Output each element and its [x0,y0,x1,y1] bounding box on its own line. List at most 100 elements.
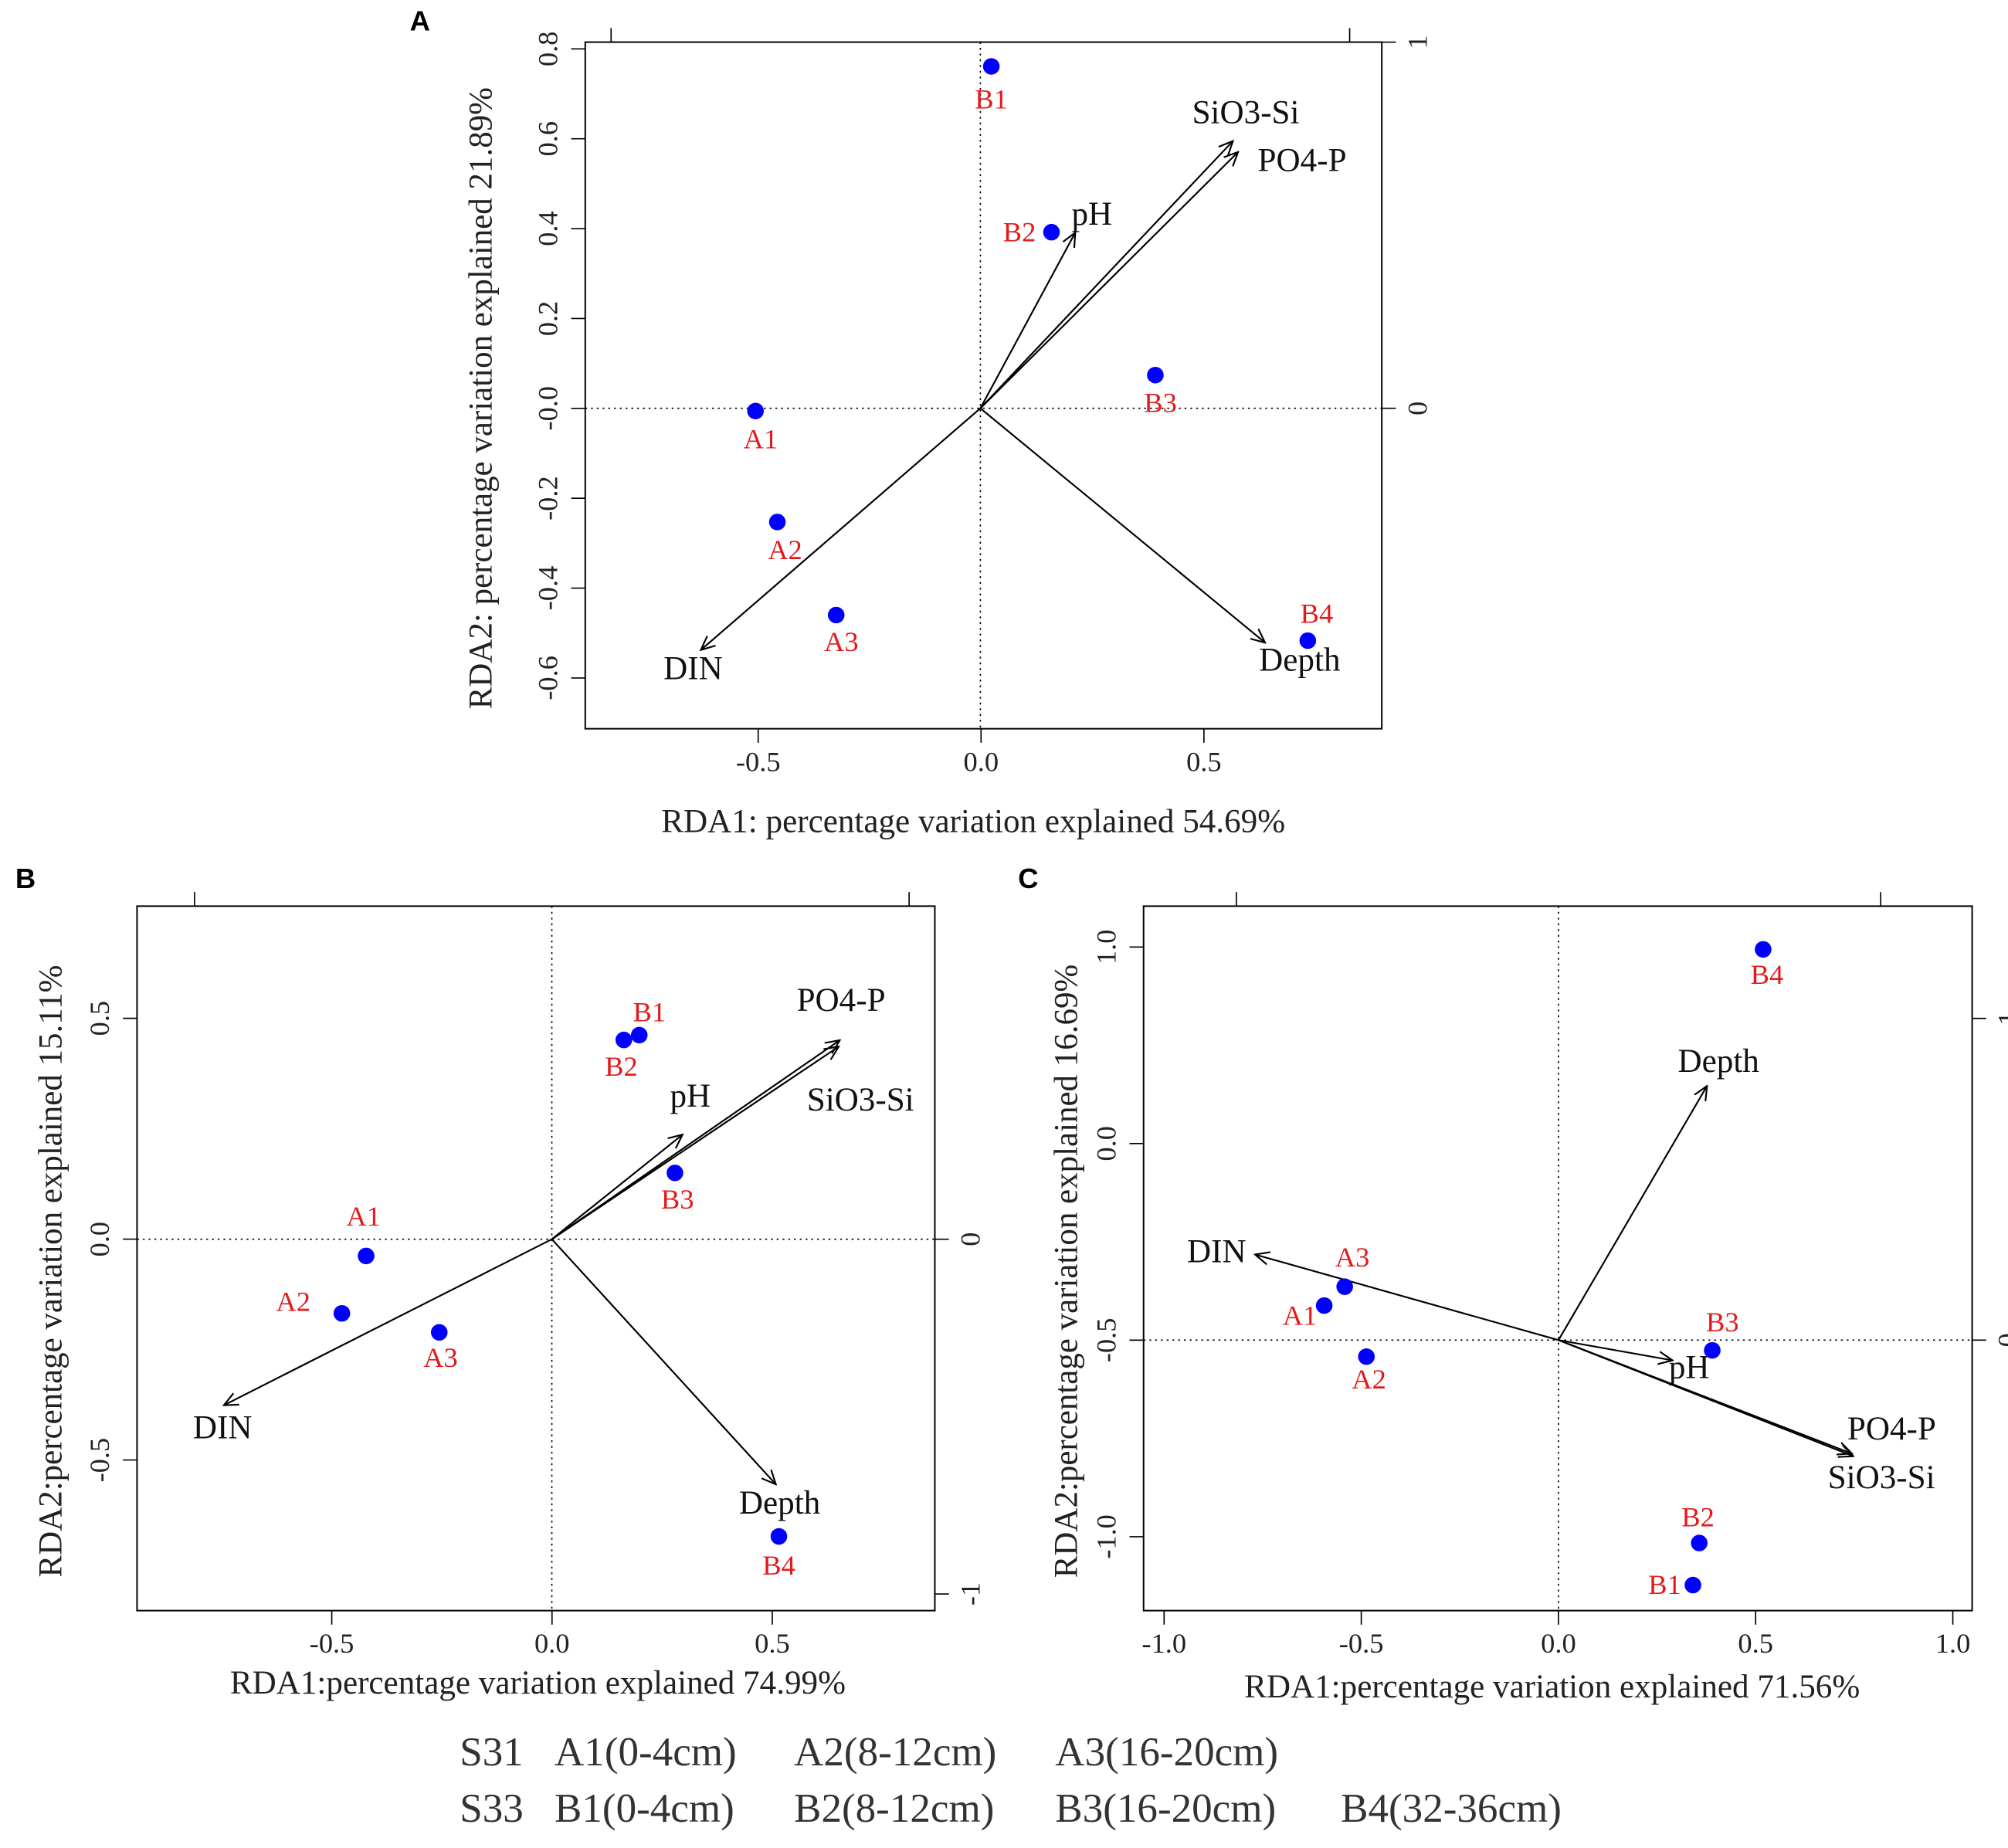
y-tick-label: -0.5 [1090,1318,1121,1363]
site-point [1299,632,1317,649]
site-point [1755,941,1772,958]
arrow-label: pH [670,1078,711,1114]
site-label: A2 [768,534,802,565]
site-point [827,606,845,624]
site-label: B1 [975,84,1008,115]
site-label: B2 [1003,216,1036,247]
env-arrow [1558,1339,1673,1360]
site-point [1358,1348,1375,1365]
x-axis-label: RDA1:percentage variation explained 74.9… [230,1665,846,1701]
x-axis-label: RDA1:percentage variation explained 71.5… [1244,1669,1860,1705]
site-point [358,1247,375,1265]
arrow-label: PO4-P [1258,143,1347,179]
arrow-label: DIN [193,1410,253,1446]
site-label: B4 [1301,598,1334,629]
site-label: A2 [276,1287,310,1317]
y-tick-label: -1.0 [1090,1514,1121,1559]
site-label: A3 [423,1342,458,1373]
right-tick-label: -1 [955,1582,986,1606]
arrow-label: pH [1072,196,1113,232]
env-arrow [551,1134,683,1240]
arrow-label: PO4-P [1847,1411,1936,1447]
site-label: B2 [1681,1502,1715,1533]
footnote-item: B4(32-36cm) [1341,1786,1562,1831]
site-label: B1 [1648,1569,1681,1600]
panel-letter: B [15,863,36,894]
right-tick-label: 0 [1402,402,1433,415]
y-tick-label: 0.2 [532,301,563,336]
footnote-item: A3(16-20cm) [1055,1730,1278,1775]
y-tick-label: 0.8 [532,32,563,66]
footnote-item: B3(16-20cm) [1055,1786,1276,1831]
arrow-label: Depth [1678,1043,1759,1080]
arrow-label: SiO3-Si [1192,94,1300,131]
panel-letter: A [410,5,430,36]
arrow-label: SiO3-Si [1828,1460,1935,1496]
site-point [747,402,765,420]
footnote-item: B2(8-12cm) [794,1786,994,1831]
x-tick-label: 0.0 [963,746,999,777]
site-point [1684,1576,1701,1594]
plot-frame [584,41,1383,730]
site-label: B3 [661,1184,694,1215]
site-point [768,514,786,531]
footnote-item: B1(0-4cm) [555,1786,734,1831]
right-tick-label: 1 [1402,35,1433,49]
y-tick-label: -0.5 [84,1438,115,1483]
x-tick-label: 1.0 [1935,1628,1971,1659]
env-arrow [700,407,982,650]
y-tick-label: 0.6 [532,121,563,156]
x-tick-label: -0.5 [1339,1628,1384,1659]
env-arrow [979,152,1238,409]
site-point [1043,223,1060,241]
arrow-label: DIN [663,651,723,687]
site-label: A3 [1335,1242,1370,1273]
site-point [1336,1278,1353,1295]
arrow-label: PO4-P [797,982,886,1019]
site-label: A3 [824,626,859,657]
site-label: B1 [633,996,667,1027]
arrow-label: Depth [1259,643,1340,679]
site-point [630,1026,648,1044]
y-axis-label: RDA2:percentage variation explained 15.1… [32,965,69,1578]
x-tick-label: 0.5 [1186,746,1222,777]
y-tick-label: 0.0 [1090,1126,1121,1161]
site-label: A1 [346,1201,381,1232]
site-point [1704,1341,1721,1359]
x-axis-label: RDA1: percentage variation explained 54.… [661,804,1285,840]
y-tick-label: -0.6 [532,656,563,700]
x-tick-label: 0.5 [755,1628,790,1659]
x-tick-label: 0.0 [534,1628,570,1659]
x-tick-label: -1.0 [1141,1628,1186,1659]
arrow-label: DIN [1187,1233,1247,1270]
env-arrow [1255,1254,1559,1341]
footnote-item: A2(8-12cm) [794,1730,996,1775]
env-arrow [551,1040,840,1240]
env-arrow [1558,1339,1852,1453]
panel-letter: C [1018,863,1038,894]
site-label: A1 [1283,1300,1318,1331]
env-arrow [979,141,1233,409]
site-point [430,1324,448,1341]
x-tick-label: -0.5 [310,1628,354,1659]
site-label: B4 [1751,959,1784,990]
env-arrow [979,232,1075,409]
y-axis-label: RDA2:percentage variation explained 16.6… [1048,965,1084,1578]
site-point [770,1528,788,1545]
site-point [982,58,1000,75]
plot-frame [136,905,936,1612]
y-tick-label: 1.0 [1090,930,1121,965]
site-point [667,1165,683,1182]
footnote-item: S33 [460,1786,524,1831]
env-arrow [224,1238,553,1405]
site-point [1147,366,1164,384]
x-tick-label: 0.0 [1541,1628,1576,1659]
y-axis-label: RDA2: percentage variation explained 21.… [463,87,500,709]
arrow-label: SiO3-Si [807,1082,914,1118]
x-tick-label: 0.5 [1738,1628,1773,1659]
footnote-item: S31 [460,1730,524,1775]
y-tick-label: -0.0 [532,386,563,431]
y-tick-label: -0.2 [532,476,563,520]
site-label: A1 [744,423,778,454]
